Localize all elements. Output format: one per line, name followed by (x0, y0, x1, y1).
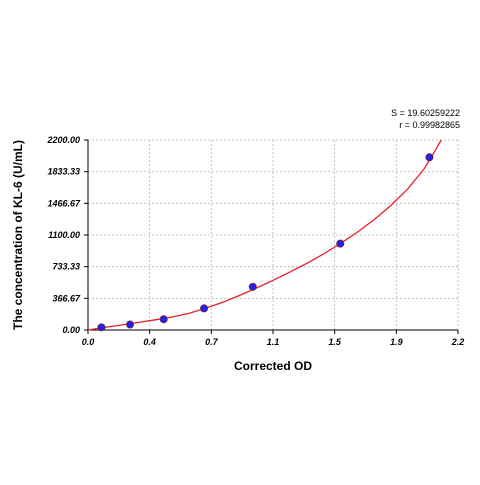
data-point (336, 239, 345, 248)
data-point (97, 323, 106, 332)
y-tick-label: 2200.00 (46, 135, 80, 145)
data-point (200, 304, 209, 313)
x-tick-label: 2.2 (451, 337, 465, 347)
y-tick-label: 366.67 (52, 293, 81, 303)
fit-curve-layer (87, 139, 442, 331)
data-point (425, 153, 434, 162)
y-tick-label: 1833.33 (47, 167, 80, 177)
fit-curve (87, 139, 442, 331)
y-axis-label: The concentration of KL-6 (U/mL) (11, 140, 25, 330)
y-tick-label: 1466.67 (47, 198, 81, 208)
y-tick-label: 733.33 (52, 262, 80, 272)
y-tick-label: 0.00 (62, 325, 80, 335)
x-tick-label: 1.1 (267, 337, 280, 347)
ticks: 0.0 0.4 0.7 1.1 1.5 1.9 2.2 0.00 366.67 733.33 110… (46, 135, 464, 347)
grid (88, 139, 459, 330)
x-axis-label: Corrected OD (234, 359, 312, 373)
x-tick-label: 1.9 (390, 337, 403, 347)
x-tick-label: 1.5 (328, 337, 342, 347)
data-point (159, 315, 168, 324)
x-tick-label: 0.4 (143, 337, 156, 347)
data-point (126, 320, 135, 329)
x-tick-label: 0.0 (82, 337, 95, 347)
r-value-annotation: r = 0.99982865 (399, 120, 460, 130)
y-tick-label: 1100.00 (48, 230, 80, 240)
s-value-annotation: S = 19.60259222 (391, 108, 460, 118)
data-points (97, 153, 434, 332)
x-tick-label: 0.7 (205, 337, 219, 347)
data-point (248, 282, 257, 291)
